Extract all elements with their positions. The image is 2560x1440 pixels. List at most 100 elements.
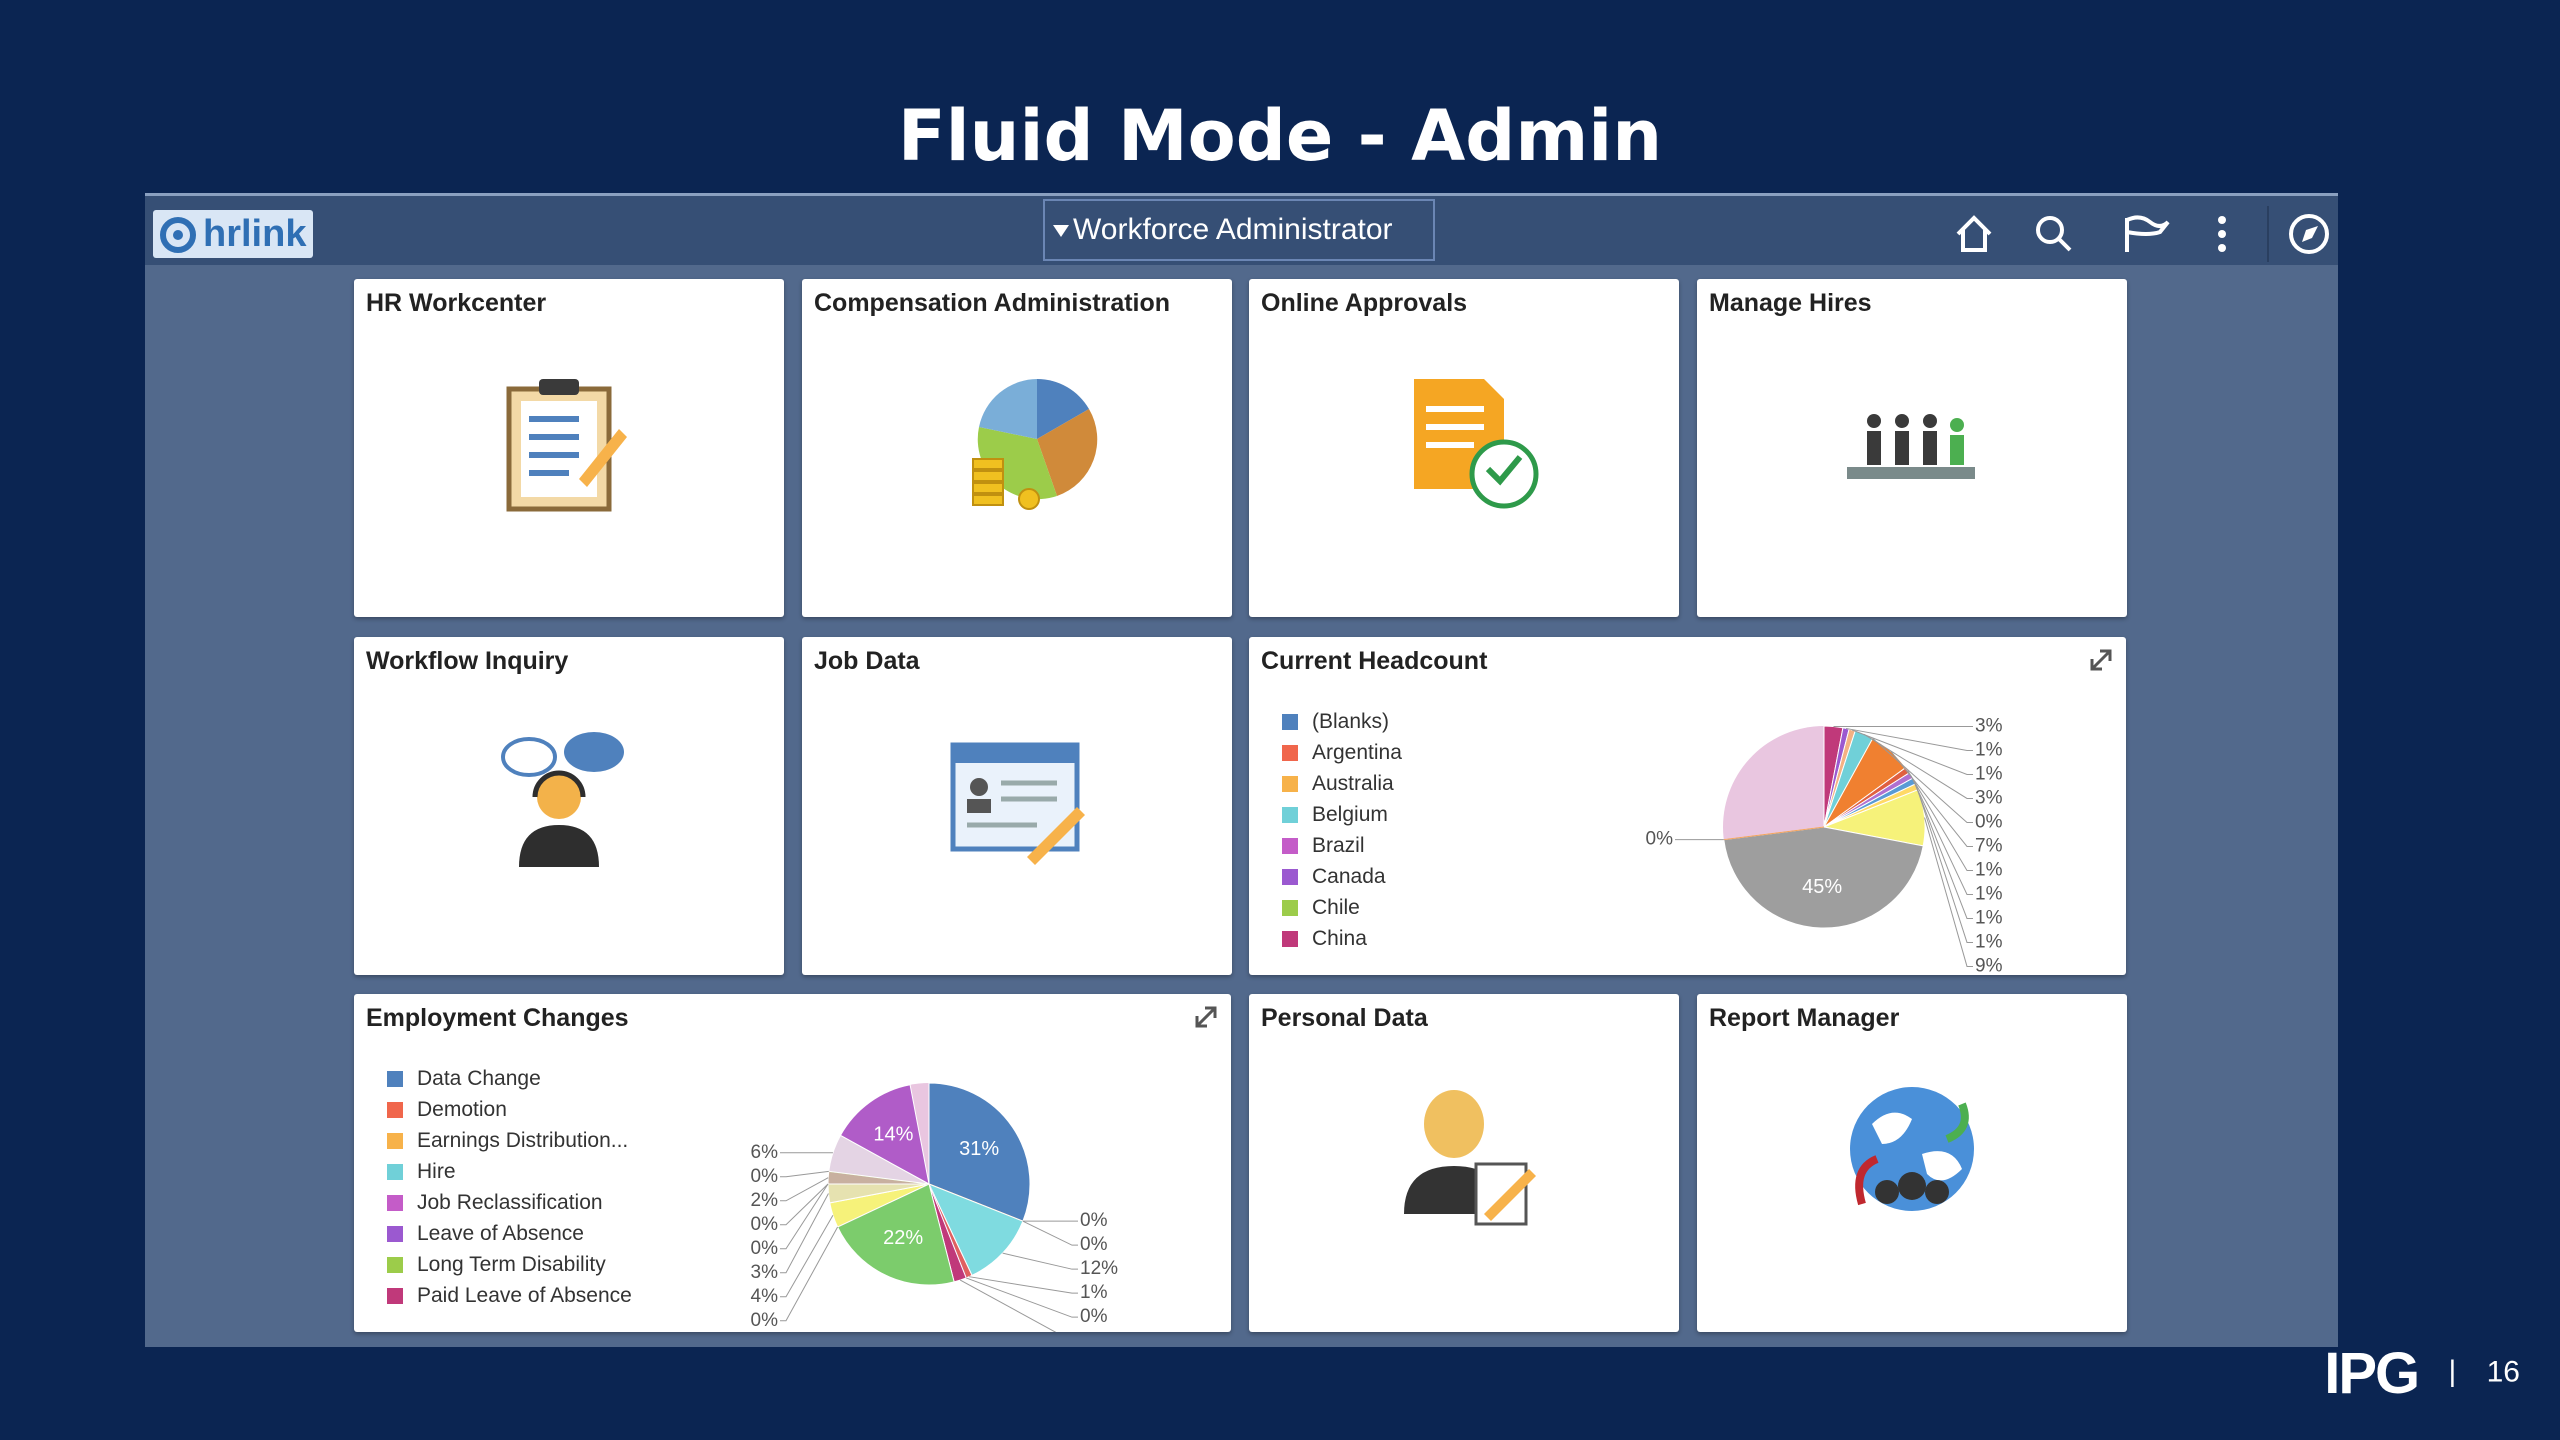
compensation-icon: [972, 379, 1098, 510]
legend-item: Argentina: [1282, 740, 1402, 766]
slice-label: 1%: [1975, 931, 2003, 952]
slice-label: 22%: [883, 1227, 923, 1249]
slice-label: 9%: [1975, 955, 2003, 975]
leader-line: [780, 1226, 839, 1322]
tile[interactable]: Job Data: [802, 637, 1232, 975]
slice-label: 0%: [1975, 811, 2003, 832]
legend-label: Chile: [1312, 896, 1360, 919]
legend-label: Long Term Disability: [417, 1253, 606, 1276]
page-number: 16: [2486, 1355, 2520, 1389]
legend-label: Belgium: [1312, 803, 1388, 826]
slice-label: 1%: [1975, 907, 2003, 928]
expand-icon[interactable]: [2088, 647, 2114, 673]
legend-item: Demotion: [387, 1097, 507, 1123]
legend-swatch: [387, 1102, 403, 1118]
pie-chart: 31% 22% 14% 0% 0% 12% 1% 0% 2% 6% 0% 2% 0% 0% 3% 4% 0%: [751, 1082, 1118, 1332]
slice-label: 0%: [751, 1166, 779, 1187]
leader-line: [780, 1183, 829, 1250]
logo-icon: [160, 217, 196, 253]
slice-label: 0%: [1080, 1234, 1108, 1255]
legend-item: Paid Leave of Absence: [387, 1283, 632, 1309]
tile[interactable]: Report Manager: [1697, 994, 2127, 1332]
clipboard-icon: [506, 379, 627, 512]
legend-item: Job Reclassification: [387, 1190, 603, 1216]
tile[interactable]: Personal Data: [1249, 994, 1679, 1332]
legend-swatch: [387, 1288, 403, 1304]
slice-label: 3%: [751, 1262, 779, 1283]
leader-line: [1851, 729, 1973, 775]
chart-tile[interactable]: Current Headcount (Blanks) Argentina Austr…: [1249, 637, 2126, 975]
slice-label: 2%: [751, 1190, 779, 1211]
legend-item: (Blanks): [1282, 709, 1389, 735]
legend-swatch: [387, 1257, 403, 1273]
leader-line: [1872, 738, 1973, 823]
leader-line: [1916, 786, 1973, 943]
pie-slice: [1723, 826, 1825, 841]
legend-label: Earnings Distribution...: [417, 1129, 629, 1152]
legend-item: Australia: [1282, 771, 1394, 797]
leader-line: [780, 1214, 834, 1298]
slice-label: 1%: [1975, 739, 2003, 760]
slice-label: 0%: [1080, 1306, 1108, 1327]
job-data-icon: [950, 742, 1085, 865]
role-dropdown[interactable]: Workforce Administrator: [1043, 199, 1435, 261]
navbar-icon[interactable]: [2289, 214, 2329, 254]
legend-item: China: [1282, 926, 1367, 952]
slice-label: 0%: [751, 1238, 779, 1259]
approvals-icon: [1414, 379, 1539, 509]
tile-title: Online Approvals: [1261, 289, 1468, 317]
tile[interactable]: Manage Hires: [1697, 279, 2127, 617]
tile-title: Report Manager: [1709, 1004, 1900, 1032]
legend-item: Long Term Disability: [387, 1252, 606, 1278]
slice-label: 31%: [959, 1138, 999, 1160]
more-icon[interactable]: [2218, 216, 2226, 252]
brand-logo: IPG: [2324, 1341, 2420, 1406]
tile[interactable]: Compensation Administration: [802, 279, 1232, 617]
tile-title: Workflow Inquiry: [366, 647, 569, 675]
slice-label: 14%: [873, 1123, 913, 1145]
leader-line: [780, 1170, 829, 1178]
legend-item: Data Change: [387, 1066, 541, 1092]
slice-label: 4%: [751, 1286, 779, 1307]
leader-line: [1924, 817, 1973, 967]
legend-label: (Blanks): [1312, 710, 1390, 733]
legend-item: Canada: [1282, 864, 1386, 890]
legend-label: Data Change: [417, 1067, 541, 1090]
slice-label: 1%: [1975, 859, 2003, 880]
pie-slice: [836, 1183, 955, 1286]
logo[interactable]: hrlink: [153, 210, 313, 258]
legend-label: Job Reclassification: [417, 1191, 603, 1214]
tile-title: Job Data: [814, 647, 920, 675]
flag-icon[interactable]: [2125, 215, 2170, 252]
legend-item: Earnings Distribution...: [387, 1128, 628, 1154]
search-icon[interactable]: [2036, 216, 2064, 244]
pie-chart: 45% 3% 1% 1% 3% 0% 7% 1% 1% 1% 1% 9% 0%: [1646, 715, 2003, 975]
legend-label: Paid Leave of Absence: [417, 1284, 632, 1307]
slice-label: 7%: [1975, 835, 2003, 856]
leader-line: [780, 1193, 829, 1274]
tile[interactable]: Online Approvals: [1249, 279, 1679, 617]
legend-label: Canada: [1312, 865, 1386, 888]
home-icon[interactable]: [1956, 215, 1992, 252]
slice-label: 3%: [1975, 715, 2003, 736]
legend-swatch: [387, 1071, 403, 1087]
leader-line: [1890, 750, 1973, 847]
tile-title: Manage Hires: [1709, 289, 1872, 317]
slice-label: 12%: [1080, 1258, 1118, 1279]
legend-swatch: [387, 1226, 403, 1242]
tile[interactable]: Workflow Inquiry: [354, 637, 784, 975]
separator: |: [2448, 1355, 2457, 1389]
chart-tile[interactable]: Employment Changes Data Change Demotion Ea…: [354, 994, 1231, 1332]
tile[interactable]: HR Workcenter: [354, 279, 784, 617]
leader-line: [959, 1279, 1057, 1332]
legend-item: Chile: [1282, 895, 1360, 921]
leader-line: [1022, 1220, 1078, 1246]
expand-icon[interactable]: [1193, 1004, 1219, 1030]
leader-line: [1907, 769, 1973, 871]
slice-label: 0%: [1646, 829, 1674, 850]
leader-line: [1913, 780, 1973, 919]
leader-line: [1845, 727, 1973, 751]
hires-icon: [1847, 414, 1975, 479]
legend-swatch: [387, 1133, 403, 1149]
